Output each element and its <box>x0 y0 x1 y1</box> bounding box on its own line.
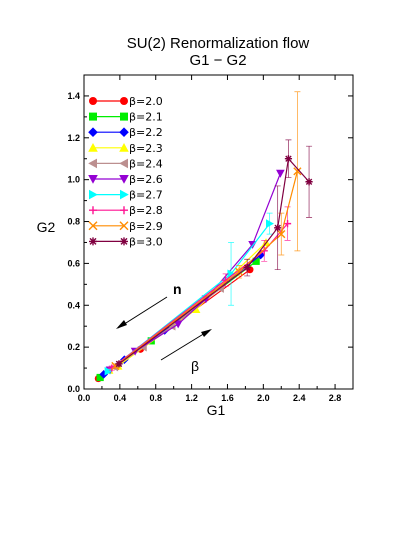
x-tick-label: 2.4 <box>293 393 306 403</box>
data-point <box>283 220 292 228</box>
x-tick-label: 0.0 <box>78 393 91 403</box>
legend-item: β=2.2 <box>88 126 163 139</box>
legend-label: β=2.1 <box>129 111 163 124</box>
legend-marker <box>89 206 97 215</box>
series-line <box>109 173 281 371</box>
data-point <box>173 320 183 329</box>
legend-item: β=3.0 <box>89 235 163 248</box>
legend-marker <box>89 237 97 246</box>
data-point <box>167 321 176 331</box>
data-point <box>252 257 260 265</box>
legend-label: β=2.2 <box>129 126 163 139</box>
legend-marker <box>89 97 97 105</box>
legend-marker <box>119 221 129 231</box>
legend-marker <box>88 221 98 231</box>
legend-marker <box>88 158 97 169</box>
legend-marker <box>119 175 129 184</box>
x-tick-label: 0.8 <box>149 393 162 403</box>
legend-item: β=2.9 <box>88 220 163 233</box>
legend-item: β=2.1 <box>89 111 163 124</box>
chart-title: SU(2) Renormalization flow <box>127 35 310 52</box>
data-point <box>235 267 244 276</box>
legend-item: β=2.4 <box>88 157 163 170</box>
chart-subtitle: G1 − G2 <box>189 52 246 69</box>
x-tick-label: 1.2 <box>185 393 198 403</box>
legend-item: β=2.0 <box>89 95 163 108</box>
series-line <box>115 171 298 367</box>
legend-marker <box>120 237 128 246</box>
y-tick-label: 0.8 <box>67 217 80 227</box>
plot-frame <box>83 74 354 390</box>
legend-marker <box>120 206 128 215</box>
data-point <box>115 360 123 368</box>
legend-label: β=2.7 <box>129 189 163 202</box>
x-tick-label: 2.0 <box>257 393 270 403</box>
legend-marker <box>119 127 129 137</box>
legend-item: β=2.6 <box>88 173 163 186</box>
series-10 <box>115 139 313 368</box>
y-tick-label: 0.0 <box>67 384 80 394</box>
legend-marker <box>89 112 97 121</box>
x-tick-label: 2.8 <box>329 393 342 403</box>
flow-arrow-n <box>116 296 168 329</box>
data-point <box>293 167 302 176</box>
x-tick-label: 1.6 <box>221 393 234 403</box>
legend-marker <box>120 189 129 200</box>
flow-arrow-beta <box>160 329 212 361</box>
annotation-beta: β <box>191 358 199 374</box>
legend-item: β=2.7 <box>89 189 163 202</box>
legend-label: β=2.0 <box>129 95 163 108</box>
data-point <box>274 224 282 232</box>
y-tick-label: 1.4 <box>67 91 80 101</box>
legend-marker <box>88 175 98 184</box>
data-point <box>191 305 201 314</box>
data-point <box>99 370 109 379</box>
legend-marker <box>88 143 98 152</box>
data-point <box>104 366 113 376</box>
legend-label: β=2.8 <box>129 204 163 217</box>
y-tick-label: 1.2 <box>67 133 80 143</box>
legend-marker <box>119 158 128 169</box>
y-axis-label: G2 <box>37 219 56 235</box>
x-tick-label: 0.4 <box>114 393 127 403</box>
legend: β=2.0 β=2.1 β=2.2 β=2.3 β=2.4 β=2.6 β=2.7 β=2.8… <box>88 95 163 248</box>
legend-label: β=2.6 <box>129 173 163 186</box>
y-tick-label: 0.2 <box>67 342 80 352</box>
x-axis-label: G1 <box>207 402 226 418</box>
series-4 <box>104 238 271 374</box>
series-9 <box>111 91 302 371</box>
legend-item: β=2.3 <box>88 142 163 155</box>
data-point <box>243 263 251 272</box>
legend-label: β=2.9 <box>129 220 163 233</box>
series-layer <box>94 91 313 383</box>
y-tick-label: 1.0 <box>67 175 80 185</box>
data-point <box>284 155 293 163</box>
legend-marker <box>89 189 98 200</box>
y-tick-label: 0.6 <box>67 258 80 268</box>
legend-marker <box>120 112 128 121</box>
data-point <box>227 269 236 279</box>
data-point <box>305 178 313 186</box>
data-point <box>266 219 274 228</box>
y-tick-label: 0.4 <box>67 300 80 310</box>
legend-marker <box>120 97 128 105</box>
legend-item: β=2.8 <box>89 204 163 217</box>
legend-marker <box>119 143 129 152</box>
legend-marker <box>88 127 98 137</box>
annotation-n: n <box>173 281 182 297</box>
data-point <box>277 229 286 239</box>
data-point <box>276 169 285 178</box>
legend-label: β=3.0 <box>129 235 163 248</box>
legend-label: β=2.3 <box>129 142 163 155</box>
axis-ticks: 0.0 0.4 0.8 1.2 1.6 2.0 2.4 2.8 0.0 0.2 0.4 0.6 0.8 1… <box>67 74 354 403</box>
legend-label: β=2.4 <box>129 157 163 170</box>
data-point <box>96 373 104 382</box>
